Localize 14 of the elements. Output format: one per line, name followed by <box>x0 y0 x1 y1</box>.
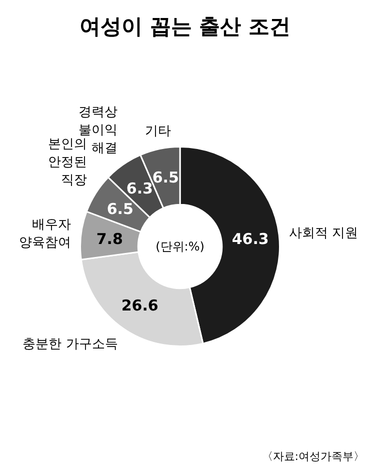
text: (단위:%) <box>156 240 204 254</box>
data-label: 46.3 <box>232 230 269 248</box>
chart-title: 여성이 꼽는 출산 조건 <box>80 14 290 38</box>
slice-label: 충분한 가구소득 <box>22 337 118 352</box>
slice-label: 배우자 양육참여 <box>19 218 72 251</box>
data-label: 6.3 <box>126 180 153 198</box>
slice-label: 기타 <box>144 124 171 139</box>
text: 〈자료:여성가족부〉 <box>262 450 365 463</box>
data-label: 6.5 <box>106 200 134 218</box>
slice-label: 본인의 안정된 직장 <box>48 136 88 188</box>
data-label: 7.8 <box>96 230 123 248</box>
slice-label: 사회적 지원 <box>288 226 358 242</box>
data-label: 26.6 <box>121 296 158 314</box>
data-label: 6.5 <box>152 168 179 186</box>
